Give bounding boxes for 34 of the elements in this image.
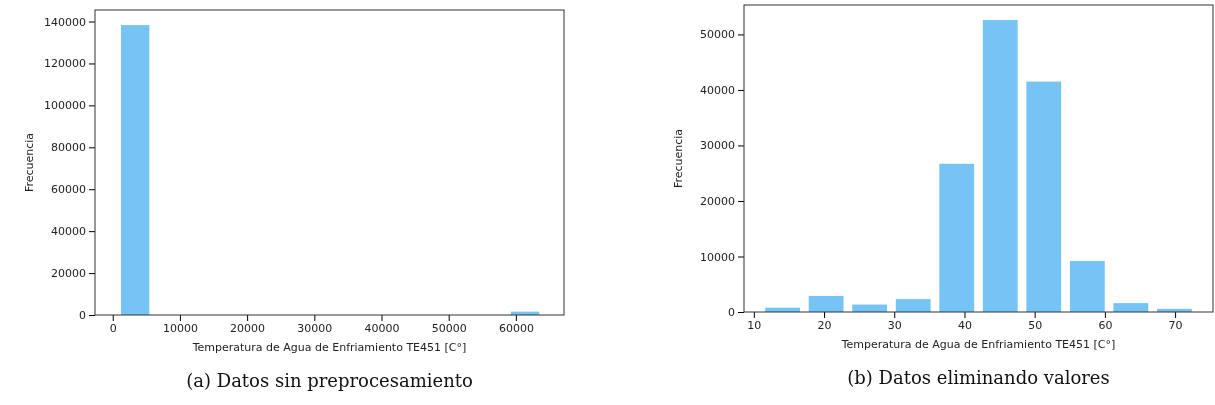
x-axis-title: Temperatura de Agua de Enfriamiento TE451 [C°]	[840, 338, 1116, 351]
y-tick-label: 40000	[51, 225, 86, 239]
y-axis-title: Frecuencia	[23, 132, 36, 193]
text: (a) Datos sin preprocesamiento	[186, 370, 473, 391]
x-tick-label: 20000	[230, 321, 266, 335]
x-tick-label: 40	[957, 318, 972, 332]
y-tick-label: 80000	[51, 141, 86, 155]
text: (b) Datos eliminando valores	[847, 367, 1110, 388]
y-tick-label: 0	[79, 309, 86, 323]
x-axis-title: Temperatura de Agua de Enfriamiento TE451 [C°]	[191, 341, 467, 354]
y-tick-label: 60000	[51, 183, 86, 197]
x-tick-label: 20	[817, 318, 832, 332]
x-tick-label: 60000	[498, 321, 534, 335]
y-tick-label: 120000	[44, 57, 86, 71]
x-tick-label: 50000	[431, 321, 467, 335]
y-axis-title: Frecuencia	[672, 128, 685, 189]
x-tick-label: 0	[109, 321, 117, 335]
y-tick-label: 140000	[44, 15, 86, 29]
y-tick-label: 10000	[700, 250, 735, 264]
x-tick-label: 10000	[162, 321, 198, 335]
y-tick-label: 40000	[700, 83, 735, 97]
x-tick-label: 70	[1168, 318, 1183, 332]
y-tick-label: 50000	[700, 28, 735, 42]
y-tick-label: 0	[728, 306, 735, 320]
x-tick-label: 30000	[297, 321, 333, 335]
x-tick-label: 60	[1098, 318, 1113, 332]
x-tick-label: 40000	[364, 321, 400, 335]
y-tick-label: 30000	[700, 139, 735, 153]
x-tick-label: 30	[887, 318, 902, 332]
x-tick-label: 10	[747, 318, 762, 332]
y-tick-label: 20000	[51, 267, 86, 281]
y-tick-label: 100000	[44, 99, 86, 113]
x-tick-label: 50	[1028, 318, 1043, 332]
y-tick-label: 20000	[700, 194, 735, 208]
